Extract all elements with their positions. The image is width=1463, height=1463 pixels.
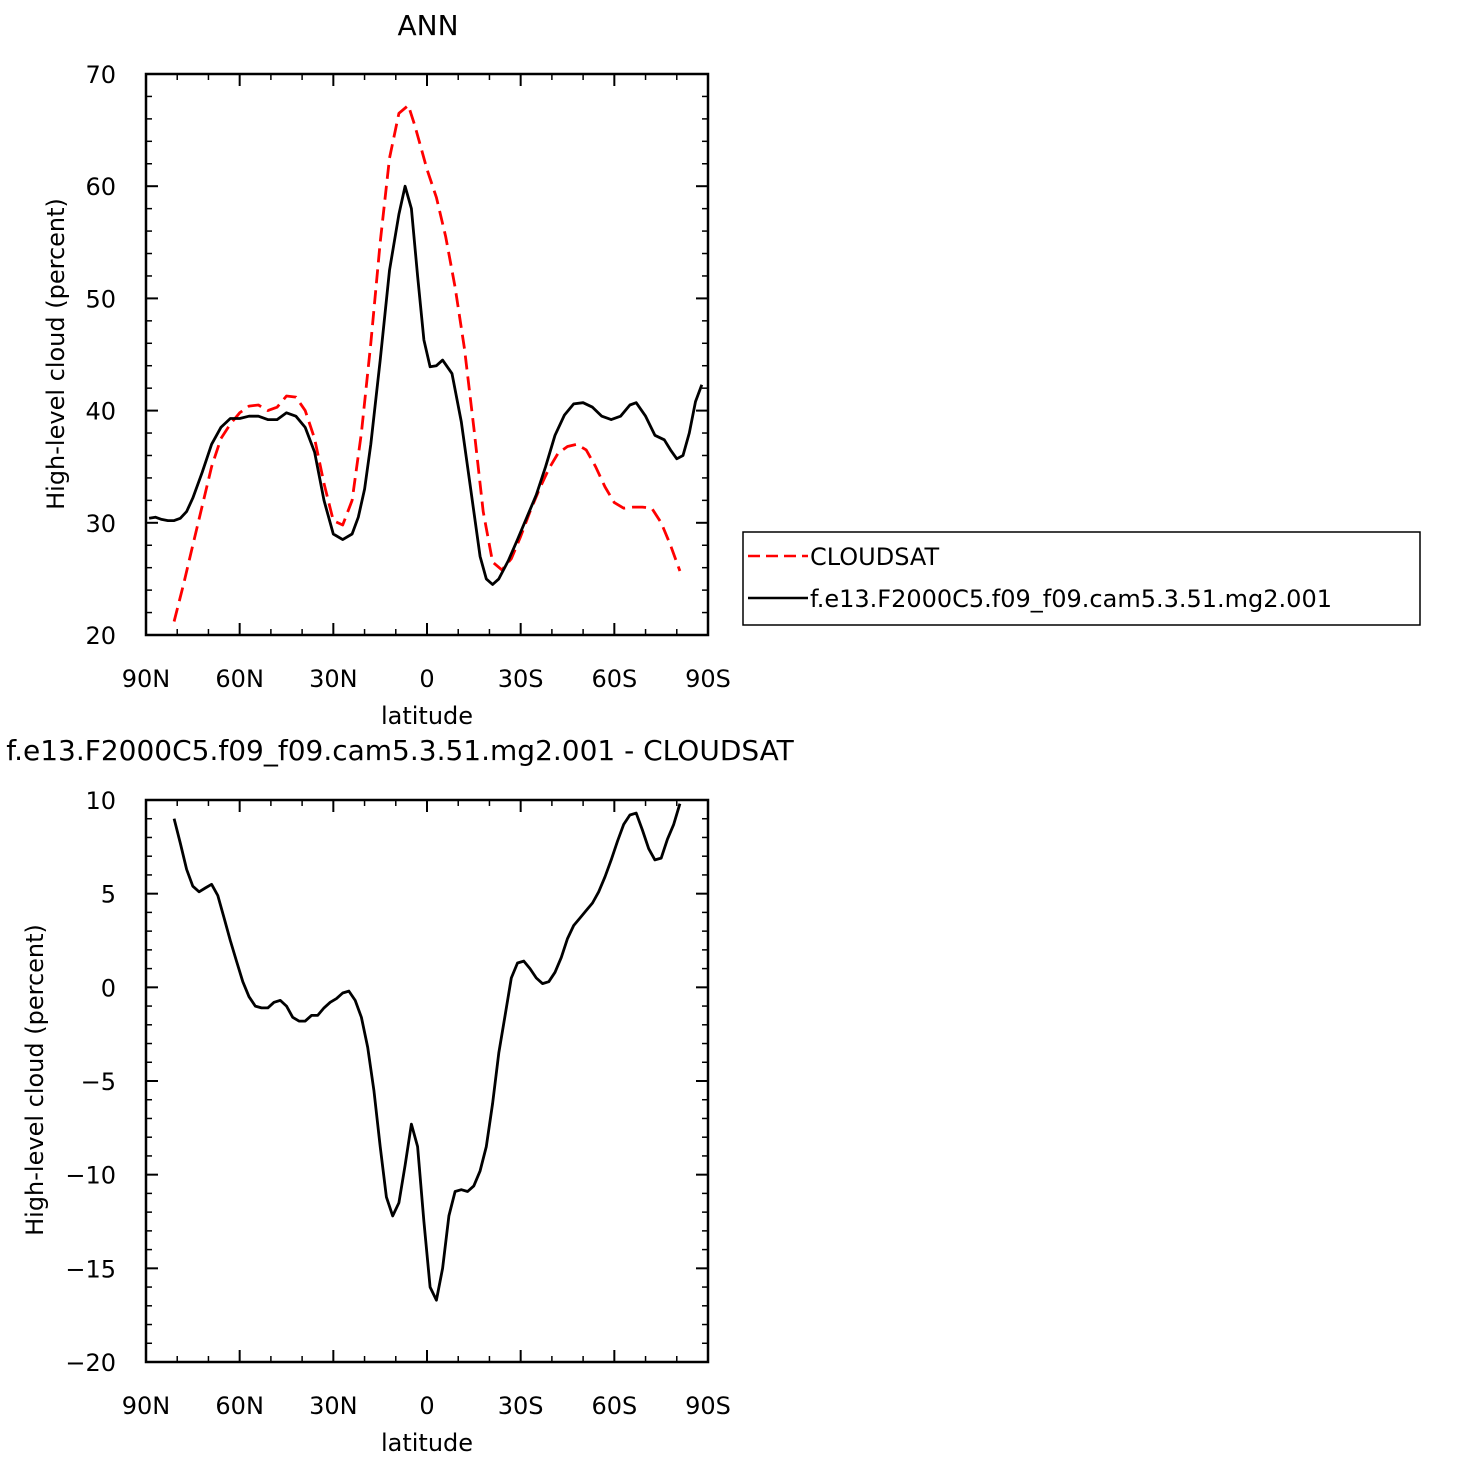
y-tick-label: 70 bbox=[85, 61, 116, 89]
x-tick-label: 30N bbox=[309, 1392, 358, 1420]
y-tick-label: 30 bbox=[85, 510, 116, 538]
panel-title: f.e13.F2000C5.f09_f09.cam5.3.51.mg2.001 … bbox=[6, 734, 794, 767]
axis-ticks: 90N 60N 30N 0 30S 60S 90S 20 30 40 50 60 70 bbox=[85, 61, 730, 693]
series-line-0 bbox=[172, 104, 682, 622]
y-tick-label: 10 bbox=[85, 787, 116, 815]
y-tick-label: 0 bbox=[101, 974, 116, 1002]
plot-frame bbox=[144, 798, 710, 1364]
annual-high-cloud-panel: ANN 90N 60N 30N 0 30S 60S 90S 20 30 40 50 60 70 lati… bbox=[42, 9, 731, 730]
panel-title: ANN bbox=[397, 9, 458, 42]
y-tick-label: 20 bbox=[85, 622, 116, 650]
difference-panel: f.e13.F2000C5.f09_f09.cam5.3.51.mg2.001 … bbox=[6, 734, 794, 1457]
x-tick-label: 30S bbox=[498, 665, 544, 693]
y-tick-label: 60 bbox=[85, 173, 116, 201]
axis-ticks: 90N 60N 30N 0 30S 60S 90S −20 −15 −10 −5 0 5 10 bbox=[65, 787, 731, 1420]
x-tick-label: 60S bbox=[591, 1392, 637, 1420]
legend-label-cloudsat: CLOUDSAT bbox=[810, 543, 939, 571]
x-tick-label: 90N bbox=[122, 665, 171, 693]
x-tick-label: 0 bbox=[419, 1392, 434, 1420]
x-tick-label: 90N bbox=[122, 1392, 171, 1420]
y-tick-label: 50 bbox=[85, 285, 116, 313]
legend: CLOUDSAT f.e13.F2000C5.f09_f09.cam5.3.51… bbox=[742, 531, 1421, 626]
series-group bbox=[148, 104, 704, 622]
x-tick-label: 30S bbox=[498, 1392, 544, 1420]
y-tick-label: −10 bbox=[65, 1162, 116, 1190]
y-tick-label: 40 bbox=[85, 398, 116, 426]
x-tick-label: 30N bbox=[309, 665, 358, 693]
y-tick-label: −5 bbox=[81, 1068, 116, 1096]
y-tick-label: −20 bbox=[65, 1349, 116, 1377]
series-line-0 bbox=[172, 803, 682, 1302]
x-axis-label: latitude bbox=[381, 702, 473, 730]
x-axis-label: latitude bbox=[381, 1429, 473, 1457]
x-tick-label: 90S bbox=[685, 665, 731, 693]
x-tick-label: 60S bbox=[591, 665, 637, 693]
series-line-1 bbox=[148, 184, 704, 586]
y-axis-label: High-level cloud (percent) bbox=[21, 924, 49, 1236]
x-tick-label: 60N bbox=[215, 1392, 264, 1420]
x-tick-label: 60N bbox=[215, 665, 264, 693]
y-tick-label: 5 bbox=[101, 881, 116, 909]
legend-box bbox=[742, 531, 1421, 626]
y-tick-label: −15 bbox=[65, 1255, 116, 1283]
x-tick-label: 0 bbox=[419, 665, 434, 693]
legend-label-model: f.e13.F2000C5.f09_f09.cam5.3.51.mg2.001 bbox=[810, 585, 1332, 613]
x-tick-label: 90S bbox=[685, 1392, 731, 1420]
y-axis-label: High-level cloud (percent) bbox=[42, 198, 70, 510]
series-group bbox=[172, 803, 682, 1302]
